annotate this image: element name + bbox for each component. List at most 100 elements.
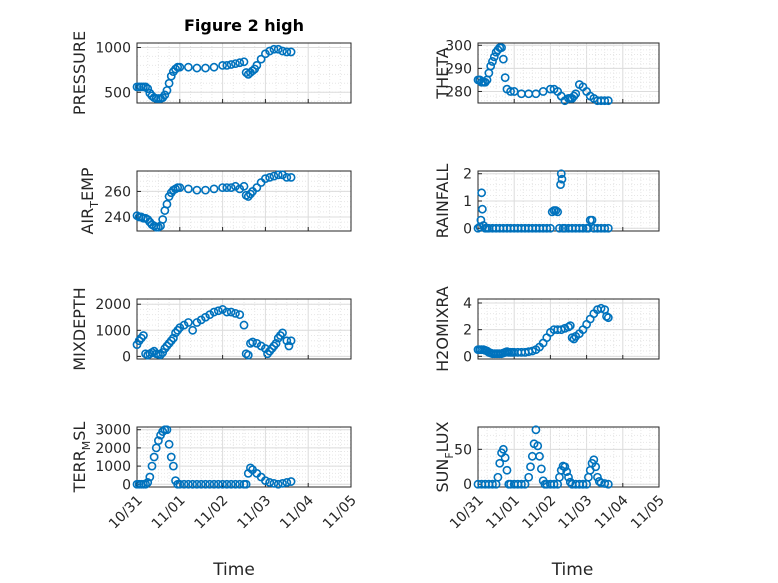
- y-axis-label: MIXDEPTH: [70, 287, 89, 370]
- data-point: [179, 479, 189, 489]
- data-point: [520, 479, 530, 489]
- y-tick-label: 300: [445, 38, 472, 54]
- data-point: [248, 337, 257, 347]
- data-point: [209, 479, 219, 489]
- x-tick-label: 11/04: [277, 492, 317, 532]
- data-point: [235, 58, 245, 68]
- data-point: [565, 477, 575, 487]
- y-tick-label: 4: [463, 296, 472, 312]
- axes-border: [136, 42, 352, 104]
- y-tick-label: 1: [463, 194, 472, 210]
- data-point: [175, 62, 185, 72]
- data-point: [603, 223, 613, 233]
- data-point: [183, 479, 193, 489]
- data-point: [480, 77, 490, 87]
- y-axis-label: RAINFALL: [433, 164, 452, 239]
- data-point: [252, 60, 262, 70]
- data-point: [542, 223, 552, 233]
- x-tick-label: 10/31: [447, 493, 487, 533]
- data-point: [231, 59, 240, 68]
- data-point: [139, 331, 148, 340]
- data-point: [488, 479, 497, 489]
- data-point: [578, 223, 588, 233]
- data-point: [260, 174, 270, 184]
- data-point: [243, 350, 253, 360]
- data-point: [171, 64, 180, 74]
- data-point: [218, 183, 227, 192]
- y-tick-label: 280: [445, 84, 472, 100]
- x-axis-label: Time: [551, 560, 594, 580]
- data-point: [594, 477, 604, 486]
- data-point: [158, 427, 168, 436]
- data-point: [168, 461, 178, 471]
- y-tick-label: 0: [463, 477, 472, 493]
- data-point: [278, 328, 287, 338]
- x-tick-label: 11/03: [556, 493, 596, 533]
- data-point: [562, 467, 572, 477]
- data-point: [600, 96, 610, 106]
- data-point: [201, 185, 210, 195]
- data-point: [286, 336, 296, 346]
- data-point: [218, 479, 227, 489]
- data-point: [160, 90, 170, 100]
- data-point: [222, 60, 232, 70]
- axes-border: [136, 298, 352, 360]
- data-point: [143, 478, 153, 487]
- data-point: [235, 310, 245, 320]
- data-point: [282, 336, 292, 346]
- data-point: [188, 325, 198, 335]
- data-point: [282, 478, 292, 487]
- data-point: [286, 172, 296, 182]
- data-point: [149, 452, 159, 462]
- data-point: [549, 479, 559, 489]
- x-axis-label: Time: [212, 560, 255, 580]
- data-point: [556, 180, 565, 190]
- data-point: [286, 47, 296, 57]
- data-point: [600, 223, 610, 233]
- data-point: [500, 453, 510, 463]
- data-point: [486, 61, 496, 71]
- data-point: [498, 444, 508, 454]
- y-tick-label: 1000: [95, 323, 131, 339]
- y-tick-label: 2: [463, 167, 472, 183]
- data-point: [235, 184, 245, 194]
- data-point: [196, 479, 206, 489]
- data-point: [213, 306, 223, 316]
- data-point: [602, 311, 611, 321]
- data-point: [141, 479, 150, 489]
- y-tick-label: 0: [463, 349, 472, 365]
- y-tick-label: 0: [463, 221, 472, 237]
- data-point: [282, 172, 292, 182]
- x-tick-label: 11/01: [483, 493, 523, 533]
- data-point: [286, 477, 296, 486]
- y-axis-label: H2OMIXRA: [433, 286, 452, 372]
- data-point: [156, 350, 165, 360]
- y-axis-label: TERRMSL: [70, 422, 93, 494]
- data-point: [260, 476, 270, 486]
- data-point: [477, 188, 487, 198]
- y-tick-label: 2: [463, 323, 472, 339]
- data-point: [205, 479, 215, 489]
- data-point: [524, 472, 534, 482]
- data-point: [569, 91, 579, 101]
- x-tick-label: 11/05: [628, 493, 668, 533]
- x-tick-label: 11/05: [320, 493, 360, 533]
- data-point: [535, 451, 544, 461]
- data-point: [551, 206, 561, 215]
- data-point: [147, 461, 157, 471]
- data-point: [226, 479, 236, 489]
- data-point: [278, 170, 287, 180]
- data-point: [222, 183, 232, 192]
- data-point: [231, 479, 240, 489]
- y-tick-label: 500: [104, 85, 131, 101]
- y-tick-label: 1000: [95, 40, 131, 56]
- data-point: [603, 313, 613, 323]
- data-point: [531, 425, 541, 435]
- data-point: [564, 472, 573, 482]
- data-point: [269, 478, 279, 488]
- subplot-8: 0 50SUNFLUX10/3111/0111/0211/0311/0411/05…: [433, 421, 668, 580]
- data-point: [603, 479, 613, 489]
